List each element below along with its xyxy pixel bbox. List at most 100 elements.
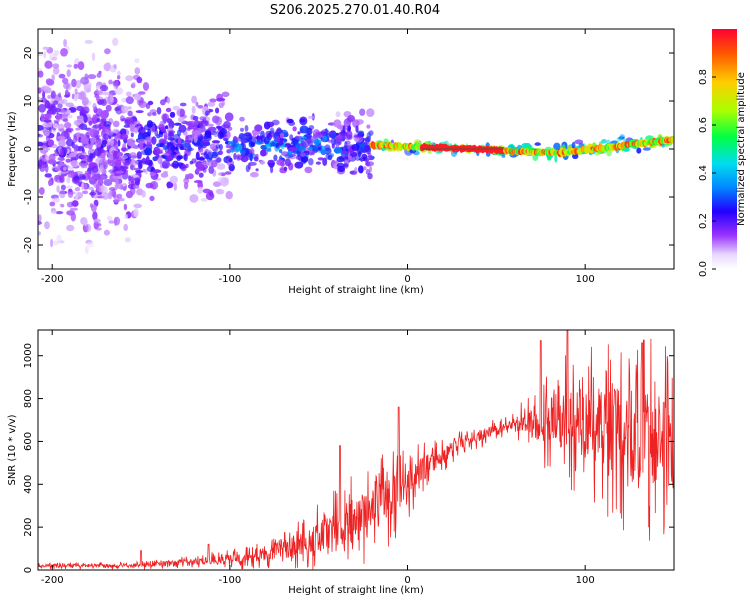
spectrogram-blob (112, 120, 120, 128)
spectrogram-blob (66, 210, 75, 216)
y-tick-label: 10 (23, 95, 34, 108)
spectrogram-blob (141, 190, 146, 198)
spectrogram-blob (83, 114, 88, 123)
spectrogram-blob (193, 180, 203, 184)
spectrogram-blob (74, 88, 78, 95)
spectrogram-blob (71, 93, 75, 100)
spectrogram-blob (606, 149, 612, 157)
y-tick-label: 0 (23, 567, 34, 573)
spectrogram-blob (92, 114, 98, 122)
spectrogram-blob (39, 166, 45, 172)
spectrogram-blob (52, 67, 60, 75)
spectrogram-blob (329, 153, 334, 158)
spectrogram-blob (59, 148, 64, 156)
spectrogram-blob (127, 117, 135, 126)
spectrogram-blob (73, 144, 79, 152)
spectrogram-blob (96, 72, 102, 78)
spectrogram-blob (55, 211, 64, 215)
spectrogram-blob (367, 172, 373, 180)
spectrogram-blob (115, 178, 120, 187)
spectrogram-blob (224, 112, 234, 122)
spectrogram-blob (87, 186, 95, 190)
spectrogram-blob (240, 127, 244, 132)
spectrogram-blob (292, 126, 297, 132)
spectrogram-blob (200, 198, 208, 202)
spectrogram-blob (179, 108, 185, 117)
spectrogram-blob (89, 203, 93, 208)
spectrogram-blob (138, 100, 147, 109)
spectrogram-blob (130, 160, 139, 166)
spectrogram-x-ticks: -200 -100 0 100 (41, 29, 595, 285)
spectrogram-blob (264, 143, 271, 147)
spectrogram-x-axis-label: Height of straight line (km) (288, 285, 424, 296)
spectrogram-blob (245, 164, 250, 173)
spectrogram-blob (85, 223, 92, 233)
spectrogram-blob (284, 142, 292, 147)
spectrogram-blob (46, 79, 55, 86)
spectrogram-blob (38, 231, 41, 236)
spectrogram-blob (162, 144, 168, 150)
spectrogram-blob (197, 186, 204, 194)
spectrogram-blob (107, 160, 115, 164)
spectrogram-blob (286, 118, 294, 124)
spectrogram-blob (179, 102, 187, 107)
spectrogram-blob (92, 102, 97, 110)
spectrogram-blob (110, 138, 114, 147)
spectrogram-blob (119, 128, 127, 136)
spectrogram-blob (357, 148, 367, 153)
spectrogram-blob (233, 152, 237, 160)
spectrogram-blob (342, 125, 346, 133)
spectrogram-blob (275, 143, 279, 148)
spectrogram-blob (95, 94, 100, 102)
spectrogram-blob (82, 190, 89, 195)
spectrogram-blob (342, 147, 346, 153)
spectrogram-blob (202, 139, 210, 146)
spectrogram-blob (252, 133, 257, 140)
spectrogram-blob (77, 61, 85, 71)
spectrogram-blob (209, 98, 217, 103)
spectrogram-blob (87, 74, 97, 80)
spectrogram-blob (137, 161, 143, 170)
spectrogram-blob (215, 107, 220, 114)
spectrogram-blob (52, 63, 60, 69)
spectrogram-blob (96, 118, 101, 123)
spectrogram-blob (207, 101, 216, 107)
spectrogram-blob (211, 140, 221, 144)
spectrogram-blob (100, 185, 106, 194)
x-tick-label: 0 (404, 274, 410, 285)
spectrogram-blob (343, 163, 349, 168)
spectrogram-blob (134, 67, 141, 75)
spectrogram-blob (216, 157, 222, 163)
spectrogram-blob (259, 160, 265, 165)
spectrogram-blob (221, 100, 226, 106)
spectrogram-blob (38, 187, 45, 195)
snr-frame (37, 329, 675, 571)
spectrogram-blob (63, 82, 70, 90)
spectrogram-blob (208, 133, 212, 139)
spectrogram-blob (69, 207, 78, 211)
spectrogram-blob (38, 141, 44, 147)
spectrogram-blob (42, 122, 49, 129)
spectrogram-blob (180, 164, 187, 172)
spectrogram-blob (44, 221, 50, 230)
spectrogram-blob (133, 177, 140, 182)
spectrogram-blob (238, 133, 247, 140)
spectrogram-blob (165, 107, 172, 113)
spectrogram-blob (308, 158, 314, 166)
spectrogram-blob (307, 140, 313, 147)
spectrogram-blob (94, 147, 102, 157)
spectrogram-blob (63, 133, 70, 138)
snr-x-axis-label: Height of straight line (km) (288, 585, 424, 596)
spectrogram-blob (312, 146, 318, 151)
spectrogram-blob (114, 159, 122, 168)
spectrogram-blob (195, 101, 199, 107)
y-tick-label: 20 (23, 47, 34, 60)
spectrogram-blob (327, 139, 334, 143)
spectrogram-blob (121, 158, 126, 164)
spectrogram-blob (299, 116, 308, 126)
spectrogram-blob (146, 120, 153, 128)
spectrogram-blob (249, 152, 253, 162)
spectrogram-blob (553, 142, 561, 151)
spectrogram-blob (140, 149, 150, 156)
spectrogram-blob (49, 99, 54, 105)
